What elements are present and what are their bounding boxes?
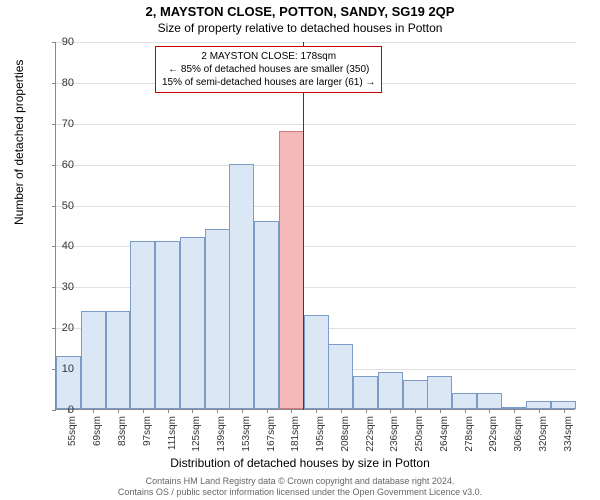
histogram-bar [81,311,106,409]
y-tick [52,42,56,43]
histogram-bar [304,315,329,409]
chart [55,42,575,410]
annotation-line: ← 85% of detached houses are smaller (35… [162,63,375,76]
histogram-bar [328,344,353,409]
y-tick-label: 70 [62,118,74,130]
y-tick [52,410,56,411]
x-tick-label: 97sqm [142,416,153,456]
x-tick-label: 292sqm [488,416,499,456]
footer-line-2: Contains OS / public sector information … [0,487,600,498]
x-tick [514,409,515,413]
x-tick [291,409,292,413]
histogram-bar [130,241,155,409]
annotation-box: 2 MAYSTON CLOSE: 178sqm← 85% of detached… [155,46,382,93]
y-tick-label: 50 [62,200,74,212]
x-tick [217,409,218,413]
footer: Contains HM Land Registry data © Crown c… [0,476,600,498]
y-tick [52,83,56,84]
page-subtitle: Size of property relative to detached ho… [0,19,600,35]
y-tick-label: 20 [62,322,74,334]
x-tick [93,409,94,413]
y-tick-label: 90 [62,36,74,48]
y-tick [52,246,56,247]
histogram-bar [254,221,279,409]
x-tick [415,409,416,413]
x-tick-label: 334sqm [563,416,574,456]
x-tick [366,409,367,413]
x-tick [440,409,441,413]
annotation-line: 15% of semi-detached houses are larger (… [162,76,375,89]
x-tick-label: 320sqm [538,416,549,456]
x-tick-label: 153sqm [241,416,252,456]
x-tick-label: 264sqm [439,416,450,456]
y-tick-label: 60 [62,159,74,171]
y-tick [52,328,56,329]
y-tick-label: 0 [68,404,74,416]
gridline [56,42,576,43]
x-tick [316,409,317,413]
x-tick-label: 111sqm [167,416,178,456]
plot-area [55,42,575,410]
x-tick-label: 278sqm [464,416,475,456]
x-tick [564,409,565,413]
x-tick-label: 236sqm [389,416,400,456]
x-tick-label: 195sqm [315,416,326,456]
histogram-bar [353,376,378,409]
x-tick [390,409,391,413]
y-tick-label: 30 [62,281,74,293]
y-tick [52,124,56,125]
histogram-bar [452,393,477,409]
histogram-bar [378,372,403,409]
x-tick-label: 306sqm [513,416,524,456]
x-tick-label: 125sqm [191,416,202,456]
x-tick [118,409,119,413]
x-tick [539,409,540,413]
gridline [56,165,576,166]
x-tick [267,409,268,413]
y-tick-label: 10 [62,363,74,375]
x-tick-label: 83sqm [117,416,128,456]
histogram-bar [403,380,428,409]
histogram-bar [106,311,131,409]
x-tick [242,409,243,413]
x-tick-label: 250sqm [414,416,425,456]
x-tick-label: 55sqm [67,416,78,456]
marker-line [303,42,304,410]
footer-line-1: Contains HM Land Registry data © Crown c… [0,476,600,487]
page-title: 2, MAYSTON CLOSE, POTTON, SANDY, SG19 2Q… [0,0,600,19]
histogram-bar [279,131,304,409]
histogram-bar [477,393,502,409]
histogram-bar [155,241,180,409]
x-tick-label: 208sqm [340,416,351,456]
y-axis-label: Number of detached properties [12,60,26,225]
annotation-line: 2 MAYSTON CLOSE: 178sqm [162,50,375,63]
y-tick [52,287,56,288]
y-tick-label: 40 [62,240,74,252]
x-tick-label: 222sqm [365,416,376,456]
histogram-bar [205,229,230,409]
histogram-bar [180,237,205,409]
x-tick [143,409,144,413]
x-tick-label: 69sqm [92,416,103,456]
x-tick [341,409,342,413]
y-tick-label: 80 [62,77,74,89]
x-tick [168,409,169,413]
y-tick [52,165,56,166]
x-tick-label: 181sqm [290,416,301,456]
x-tick-label: 167sqm [266,416,277,456]
histogram-bar [551,401,576,409]
gridline [56,124,576,125]
gridline [56,206,576,207]
x-tick-label: 139sqm [216,416,227,456]
histogram-bar [427,376,452,409]
histogram-bar [526,401,551,409]
y-tick [52,206,56,207]
x-tick [489,409,490,413]
x-tick [192,409,193,413]
x-tick [465,409,466,413]
histogram-bar [229,164,254,409]
x-axis-label: Distribution of detached houses by size … [0,456,600,470]
